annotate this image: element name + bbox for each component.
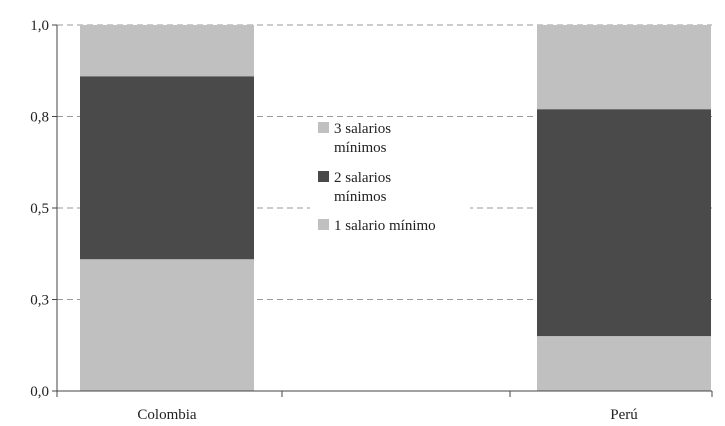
tick-labels: 0,0 0,3 0,5 0,8 1,0 Colombia Perú [30,18,638,423]
legend-label-0-line-0: 3 salarios [334,121,391,137]
legend-swatch-1 [318,171,329,182]
legend-box [310,118,470,244]
bars [80,25,711,391]
bar-colombia-series-2 [80,25,254,77]
legend-label-1-line-1: mínimos [334,189,387,205]
bar-per-series-0 [537,336,711,391]
x-tick-label-1: Perú [610,407,638,423]
legend-label-0-line-1: mínimos [334,140,387,156]
legend-swatch-0 [318,122,329,133]
axes [52,24,713,397]
bar-colombia-series-0 [80,259,254,391]
legend-label-2-line-0: 1 salario mínimo [334,218,436,234]
y-tick-label-4: 1,0 [30,18,49,34]
legend-label-1-line-0: 2 salarios [334,170,391,186]
y-tick-label-3: 0,8 [30,110,49,126]
legend-swatch-2 [318,219,329,230]
y-tick-label-1: 0,3 [30,293,49,309]
bar-per-series-1 [537,109,711,337]
bar-per-series-2 [537,25,711,110]
x-tick-label-0: Colombia [137,407,197,423]
bar-colombia-series-1 [80,76,254,260]
y-tick-label-2: 0,5 [30,201,49,217]
y-tick-label-0: 0,0 [30,384,49,400]
legend: 3 salarios mínimos 2 salarios mínimos 1 sala… [310,118,470,244]
